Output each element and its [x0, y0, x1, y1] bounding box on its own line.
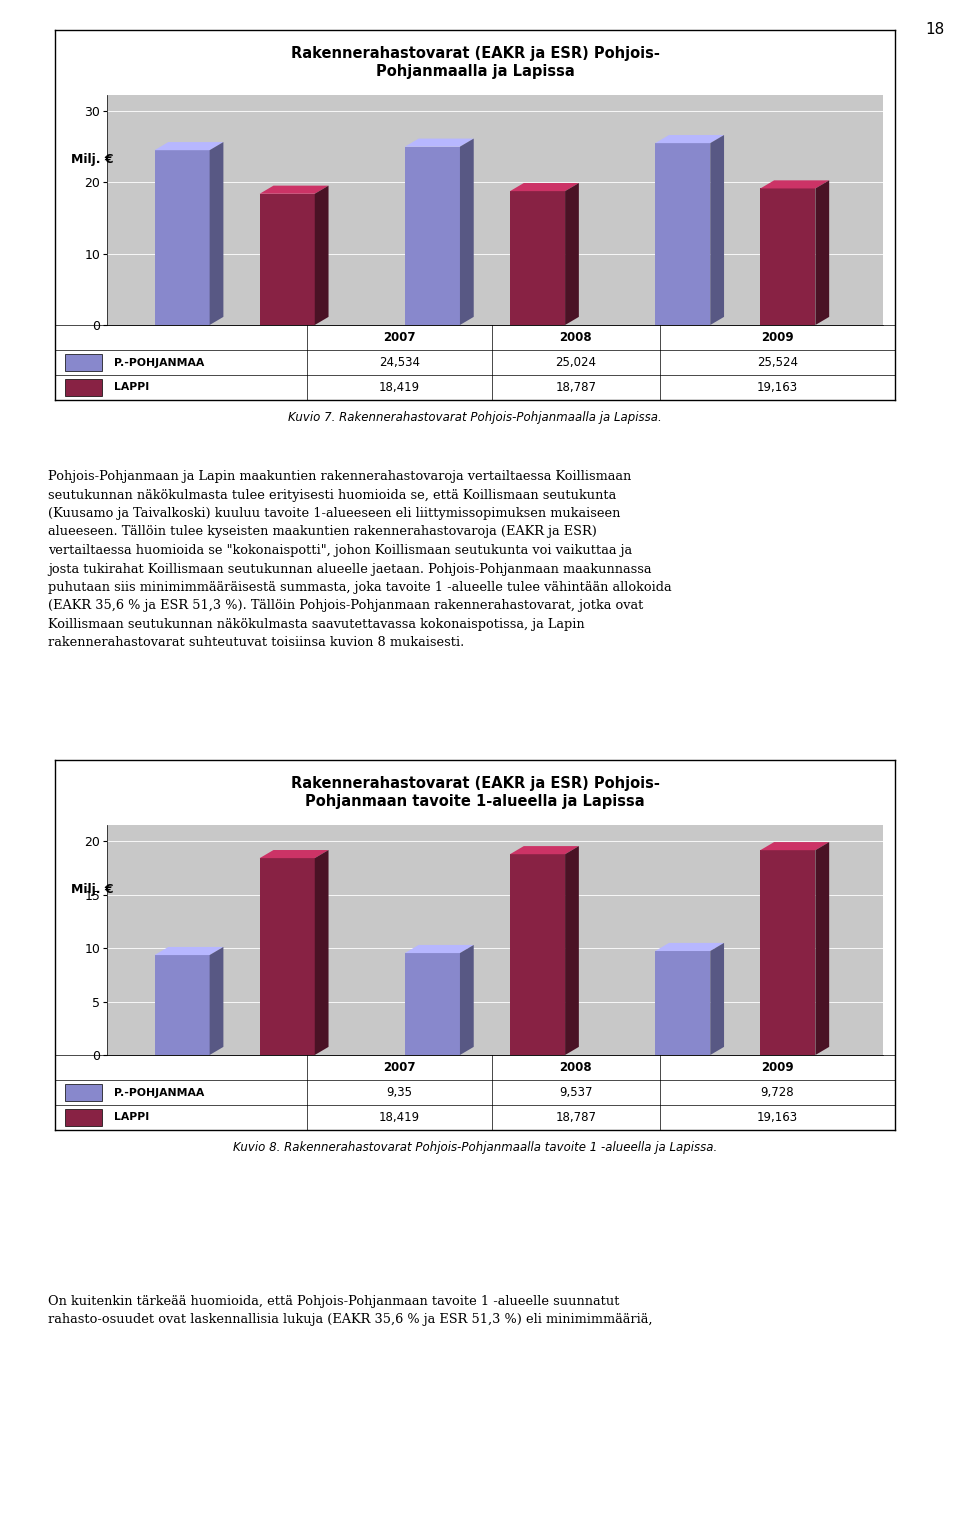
Text: Kuvio 8. Rakennerahastovarat Pohjois-Pohjanmaalla tavoite 1 -alueella ja Lapissa: Kuvio 8. Rakennerahastovarat Pohjois-Poh… — [233, 1142, 717, 1154]
Bar — [656, 951, 710, 1055]
Polygon shape — [405, 945, 473, 953]
Polygon shape — [656, 135, 724, 144]
Text: 18,787: 18,787 — [555, 1112, 596, 1124]
Polygon shape — [209, 142, 224, 326]
Text: Milj. €: Milj. € — [71, 153, 113, 167]
Polygon shape — [260, 185, 328, 194]
Bar — [405, 953, 460, 1055]
Polygon shape — [315, 850, 328, 1055]
Bar — [65, 1084, 102, 1101]
Polygon shape — [460, 945, 473, 1055]
Bar — [155, 956, 209, 1055]
Polygon shape — [656, 943, 724, 951]
Text: Pohjois-Pohjanmaan ja Lapin maakuntien rakennerahastovaroja vertailtaessa Koilli: Pohjois-Pohjanmaan ja Lapin maakuntien r… — [48, 469, 672, 650]
Text: 2009: 2009 — [761, 330, 794, 344]
Bar — [510, 855, 565, 1055]
Text: P.-POHJANMAA: P.-POHJANMAA — [114, 1087, 204, 1098]
Polygon shape — [760, 842, 829, 850]
Polygon shape — [155, 946, 224, 956]
Text: 2008: 2008 — [560, 1061, 592, 1073]
Text: 9,537: 9,537 — [559, 1086, 592, 1099]
Polygon shape — [760, 180, 829, 188]
Bar — [760, 850, 815, 1055]
Text: 2008: 2008 — [560, 330, 592, 344]
Bar — [510, 191, 565, 326]
Text: 18: 18 — [925, 21, 945, 37]
Bar — [65, 379, 102, 396]
Bar — [65, 355, 102, 370]
Text: 25,524: 25,524 — [756, 356, 798, 368]
Bar — [155, 150, 209, 326]
Text: LAPPI: LAPPI — [114, 1113, 149, 1122]
Text: Milj. €: Milj. € — [71, 882, 113, 896]
Text: P.-POHJANMAA: P.-POHJANMAA — [114, 358, 204, 367]
Polygon shape — [510, 183, 579, 191]
Polygon shape — [260, 850, 328, 858]
Bar — [760, 188, 815, 326]
Text: 19,163: 19,163 — [756, 381, 798, 394]
Polygon shape — [209, 946, 224, 1055]
Text: 19,163: 19,163 — [756, 1112, 798, 1124]
Text: LAPPI: LAPPI — [114, 382, 149, 393]
Polygon shape — [565, 183, 579, 326]
Text: 18,419: 18,419 — [379, 381, 420, 394]
Polygon shape — [710, 135, 724, 326]
Bar — [65, 1109, 102, 1125]
Text: 18,787: 18,787 — [555, 381, 596, 394]
Text: 24,534: 24,534 — [379, 356, 420, 368]
Text: 18,419: 18,419 — [379, 1112, 420, 1124]
Polygon shape — [815, 180, 829, 326]
Text: Rakennerahastovarat (EAKR ja ESR) Pohjois-
Pohjanmaan tavoite 1-alueella ja Lapi: Rakennerahastovarat (EAKR ja ESR) Pohjoi… — [291, 777, 660, 809]
Text: 9,728: 9,728 — [760, 1086, 794, 1099]
Polygon shape — [405, 139, 473, 147]
Polygon shape — [155, 142, 224, 150]
Bar — [260, 858, 315, 1055]
Polygon shape — [460, 139, 473, 326]
Polygon shape — [510, 846, 579, 855]
Polygon shape — [565, 846, 579, 1055]
Text: 2009: 2009 — [761, 1061, 794, 1073]
Text: Rakennerahastovarat (EAKR ja ESR) Pohjois-
Pohjanmaalla ja Lapissa: Rakennerahastovarat (EAKR ja ESR) Pohjoi… — [291, 46, 660, 78]
Polygon shape — [815, 842, 829, 1055]
Text: 9,35: 9,35 — [386, 1086, 413, 1099]
Polygon shape — [710, 943, 724, 1055]
Polygon shape — [315, 185, 328, 326]
Bar — [405, 147, 460, 326]
Text: On kuitenkin tärkeää huomioida, että Pohjois-Pohjanmaan tavoite 1 -alueelle suun: On kuitenkin tärkeää huomioida, että Poh… — [48, 1295, 653, 1327]
Text: 25,024: 25,024 — [555, 356, 596, 368]
Bar — [260, 194, 315, 326]
Text: Kuvio 7. Rakennerahastovarat Pohjois-Pohjanmaalla ja Lapissa.: Kuvio 7. Rakennerahastovarat Pohjois-Poh… — [288, 411, 661, 425]
Text: 2007: 2007 — [383, 330, 416, 344]
Bar — [656, 144, 710, 326]
Text: 2007: 2007 — [383, 1061, 416, 1073]
